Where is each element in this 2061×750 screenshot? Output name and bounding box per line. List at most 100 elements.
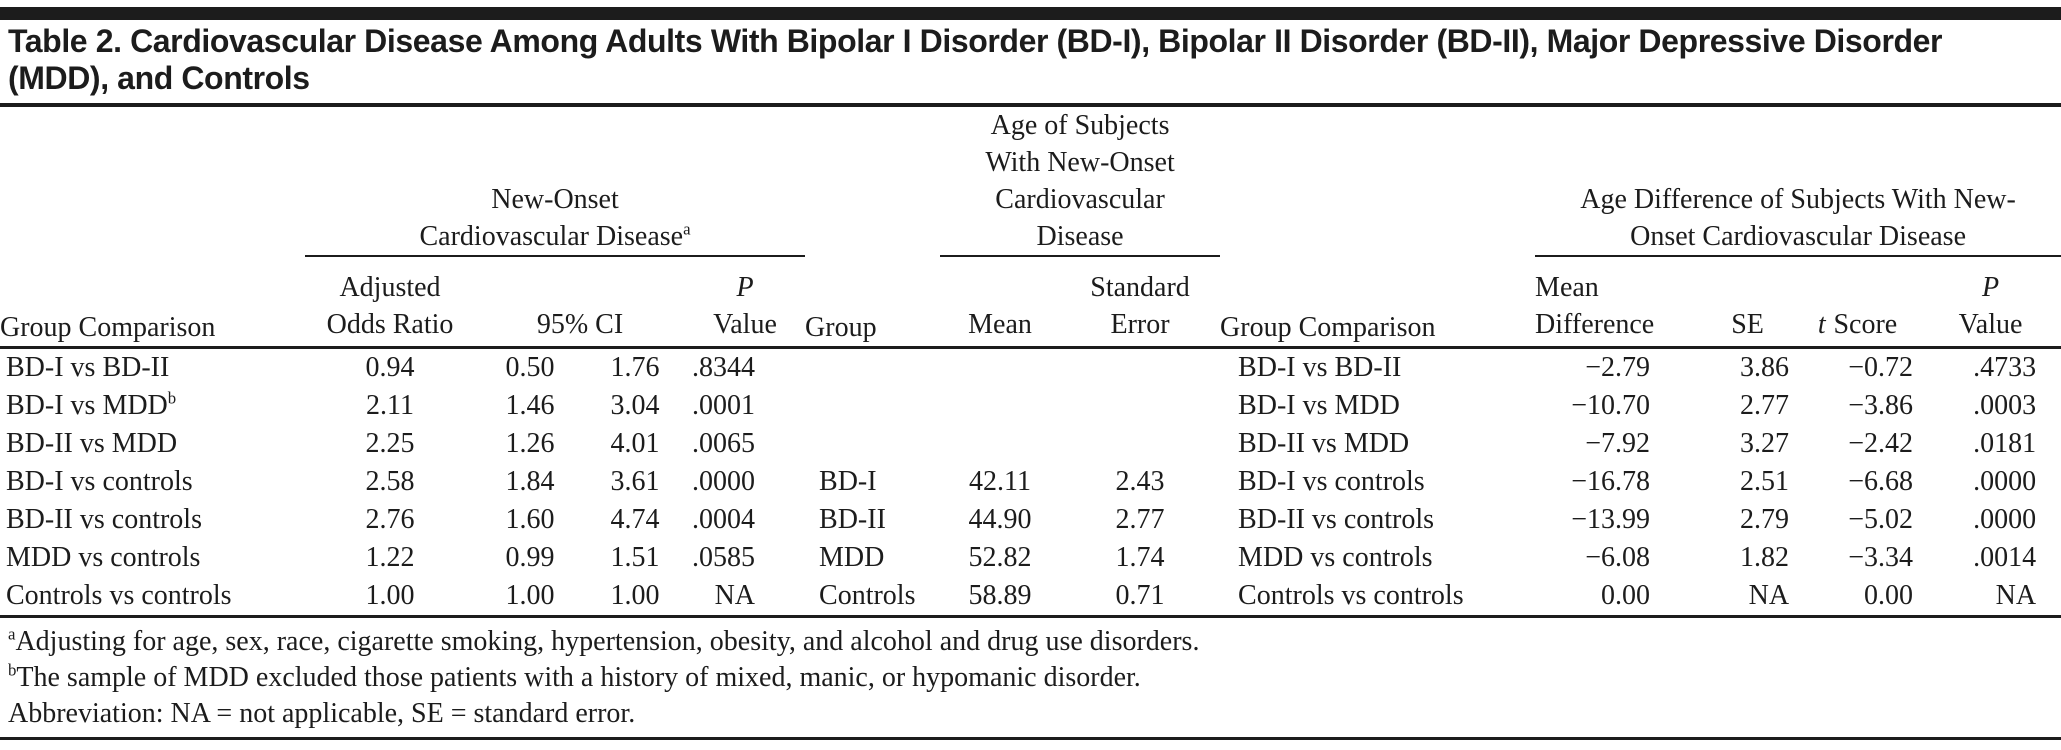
cell-group-comparison-2: BD-I vs BD-II bbox=[1238, 352, 1402, 383]
cell-group: BD-I bbox=[819, 466, 877, 497]
cell-p-value: NA bbox=[685, 577, 806, 618]
spanner-line: With New-Onset bbox=[985, 147, 1175, 178]
col-header-p-value: P Value bbox=[685, 256, 806, 349]
cell-ci-lower: 1.26 bbox=[505, 428, 555, 459]
spanner-line: Age Difference of Subjects With New- bbox=[1580, 184, 2016, 215]
cell-group-comparison: MDD vs controls bbox=[6, 542, 201, 573]
cell-ci-upper: 1.51 bbox=[610, 542, 660, 573]
col-header-standard-error: Standard Error bbox=[1060, 256, 1221, 349]
spanner-new-onset-cvd: New-Onset Cardiovascular Diseasea bbox=[305, 107, 806, 257]
cell-ci-lower: 1.60 bbox=[505, 504, 555, 535]
cell-ci-lower: 1.00 bbox=[475, 577, 585, 618]
spanner-age-of-subjects: Age of Subjects With New-Onset Cardiovas… bbox=[940, 107, 1221, 257]
cell-t-score: −6.68 bbox=[1848, 466, 1914, 497]
cell-mean: 58.89 bbox=[940, 577, 1061, 618]
cell-mean-difference: −7.92 bbox=[1585, 428, 1651, 459]
spanner-line: Onset Cardiovascular Disease bbox=[1630, 221, 1966, 252]
cell-p-value-2: .0000 bbox=[1973, 504, 2037, 535]
spanner-line: New-Onset bbox=[491, 184, 619, 215]
cell-ci-upper: 3.04 bbox=[610, 390, 660, 421]
cell-adjusted-odds-ratio: 1.00 bbox=[305, 577, 475, 618]
cell-mean: 52.82 bbox=[968, 542, 1032, 573]
table-header: Group Comparison New-Onset Cardiovascula… bbox=[0, 107, 2061, 349]
col-header-group-comparison: Group Comparison bbox=[0, 107, 305, 349]
cell-mean: 42.11 bbox=[969, 466, 1032, 497]
cell-standard-error: 2.43 bbox=[1115, 466, 1165, 497]
table-caption: Table 2. Cardiovascular Disease Among Ad… bbox=[0, 20, 2061, 107]
cell-p-value-2: .0181 bbox=[1973, 428, 2037, 459]
cell-t-score: −5.02 bbox=[1848, 504, 1914, 535]
cell-t-score: −0.72 bbox=[1848, 352, 1914, 383]
cell-mean-difference: −2.79 bbox=[1585, 352, 1651, 383]
cell-group bbox=[805, 387, 940, 425]
cell-se: 2.79 bbox=[1740, 504, 1790, 535]
table-row: BD-I vs BD-II 0.94 0.50 1.76 .8344 BD-I … bbox=[0, 348, 2061, 388]
col-header-t-score: t Score bbox=[1795, 256, 1921, 349]
footnote-marker-b: b bbox=[8, 660, 17, 680]
cell-p-value-2: .0000 bbox=[1973, 466, 2037, 497]
col-header-group-comparison-2: Group Comparison bbox=[1220, 107, 1536, 349]
cell-adjusted-odds-ratio: 1.22 bbox=[365, 542, 415, 573]
cell-group: Controls bbox=[805, 577, 941, 618]
col-header-mean: Mean bbox=[940, 256, 1061, 349]
spanner-age-difference: Age Difference of Subjects With New- Ons… bbox=[1535, 107, 2061, 257]
top-rule bbox=[0, 7, 2061, 20]
cell-group bbox=[805, 425, 940, 463]
cell-p-value: .0065 bbox=[692, 428, 756, 459]
cell-p-value-2: NA bbox=[1920, 577, 2061, 618]
footnote-b: bThe sample of MDD excluded those patien… bbox=[8, 660, 1141, 693]
col-header-p-value-2: P Value bbox=[1920, 256, 2061, 349]
col-header-mean-difference: Mean Difference bbox=[1535, 256, 1701, 349]
table-row: BD-II vs MDD 2.25 1.26 4.01 .0065 BD-II … bbox=[0, 425, 2061, 463]
cell-mean-difference: −6.08 bbox=[1585, 542, 1651, 573]
cell-standard-error bbox=[1060, 387, 1220, 425]
table-row: BD-II vs controls 2.76 1.60 4.74 .0004 B… bbox=[0, 501, 2061, 539]
footnote-abbreviation: Abbreviation: NA = not applicable, SE = … bbox=[8, 698, 636, 729]
cell-p-value: .0004 bbox=[692, 504, 756, 535]
cell-group-comparison-2: MDD vs controls bbox=[1238, 542, 1433, 573]
cell-mean: 44.90 bbox=[968, 504, 1032, 535]
cell-group bbox=[805, 348, 940, 388]
spanner-line: Disease bbox=[1036, 221, 1124, 252]
cell-ci-upper: 1.76 bbox=[610, 352, 660, 383]
cell-mean bbox=[940, 387, 1060, 425]
cell-ci-upper: 4.01 bbox=[610, 428, 660, 459]
footnote-a: aAdjusting for age, sex, race, cigarette… bbox=[8, 624, 1200, 657]
table-row: Controls vs controls 1.00 1.00 1.00 NA C… bbox=[0, 577, 2061, 618]
footnote-marker-a: a bbox=[8, 624, 16, 644]
cell-group-comparison-2: BD-II vs controls bbox=[1238, 504, 1435, 535]
cell-ci-lower: 0.50 bbox=[505, 352, 555, 383]
table-footnotes: aAdjusting for age, sex, race, cigarette… bbox=[0, 618, 2061, 732]
cell-ci-lower: 1.84 bbox=[505, 466, 555, 497]
cell-mean-difference: −13.99 bbox=[1571, 504, 1651, 535]
cell-ci-lower: 1.46 bbox=[505, 390, 555, 421]
cell-adjusted-odds-ratio: 2.58 bbox=[365, 466, 415, 497]
cell-p-value: .0001 bbox=[692, 390, 756, 421]
cell-group-comparison: Controls vs controls bbox=[0, 577, 305, 618]
table-body: BD-I vs BD-II 0.94 0.50 1.76 .8344 BD-I … bbox=[0, 348, 2061, 618]
cell-ci-upper: 3.61 bbox=[610, 466, 660, 497]
spanner-row: Group Comparison New-Onset Cardiovascula… bbox=[0, 107, 2061, 349]
footnote-marker-b: b bbox=[167, 388, 177, 408]
cell-group-comparison: BD-II vs MDD bbox=[6, 428, 178, 459]
cell-standard-error: 1.74 bbox=[1115, 542, 1165, 573]
cell-group-comparison: BD-II vs controls bbox=[6, 504, 202, 535]
cell-p-value-2: .0014 bbox=[1973, 542, 2037, 573]
col-header-adjusted-odds-ratio: Adjusted Odds Ratio bbox=[305, 256, 475, 349]
spanner-line: Cardiovascular Diseasea bbox=[419, 219, 691, 252]
bottom-rule bbox=[0, 737, 2061, 740]
cell-se: 3.86 bbox=[1740, 352, 1790, 383]
cell-adjusted-odds-ratio: 2.25 bbox=[365, 428, 415, 459]
cell-mean-difference: 0.00 bbox=[1535, 577, 1701, 618]
column-header-row: Adjusted Odds Ratio 95% CI P Value Mean … bbox=[0, 256, 2061, 349]
cell-group-comparison: BD-I vs MDDb bbox=[6, 388, 177, 421]
cell-group-comparison-2: BD-II vs MDD bbox=[1238, 428, 1410, 459]
cell-standard-error: 2.77 bbox=[1115, 504, 1165, 535]
cell-p-value: .0585 bbox=[692, 542, 756, 573]
cell-se: 1.82 bbox=[1740, 542, 1790, 573]
cell-t-score: −2.42 bbox=[1848, 428, 1914, 459]
cell-ci-lower: 0.99 bbox=[505, 542, 555, 573]
cell-mean bbox=[940, 425, 1060, 463]
col-header-group: Group bbox=[805, 107, 941, 349]
cell-p-value-2: .0003 bbox=[1973, 390, 2037, 421]
